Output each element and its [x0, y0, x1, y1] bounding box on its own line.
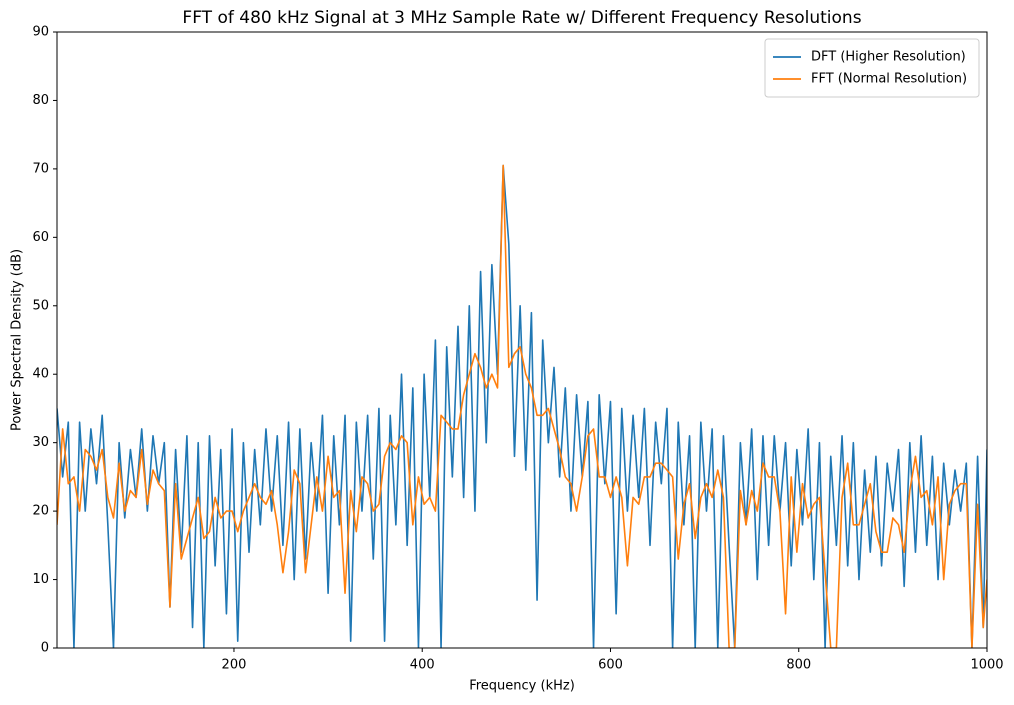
x-tick-label: 1000: [970, 658, 1003, 673]
x-tick-label: 200: [222, 658, 247, 673]
plot-frame: [56, 31, 988, 649]
x-tick-label: 800: [786, 658, 811, 673]
y-tick-label: 90: [32, 25, 49, 40]
y-tick-label: 70: [32, 161, 49, 176]
y-tick-label: 30: [32, 435, 49, 450]
series-line: [57, 164, 987, 648]
series-line: [57, 164, 987, 648]
y-tick-label: 0: [41, 641, 49, 656]
y-tick-label: 50: [32, 298, 49, 313]
y-axis-label: Power Spectral Density (dB): [10, 249, 25, 431]
y-tick-label: 40: [32, 367, 49, 382]
y-tick-label: 20: [32, 504, 49, 519]
chart-title: FFT of 480 kHz Signal at 3 MHz Sample Ra…: [182, 8, 861, 28]
y-tick-label: 10: [32, 572, 49, 587]
x-tick-label: 600: [598, 658, 623, 673]
legend-label: FFT (Normal Resolution): [811, 72, 967, 87]
y-tick-label: 80: [32, 93, 49, 108]
plot-area: [57, 164, 987, 648]
x-axis-label: Frequency (kHz): [469, 679, 575, 694]
x-tick-label: 400: [410, 658, 435, 673]
legend-box: [764, 38, 980, 98]
y-tick-label: 60: [32, 230, 49, 245]
legend-label: DFT (Higher Resolution): [811, 50, 966, 65]
